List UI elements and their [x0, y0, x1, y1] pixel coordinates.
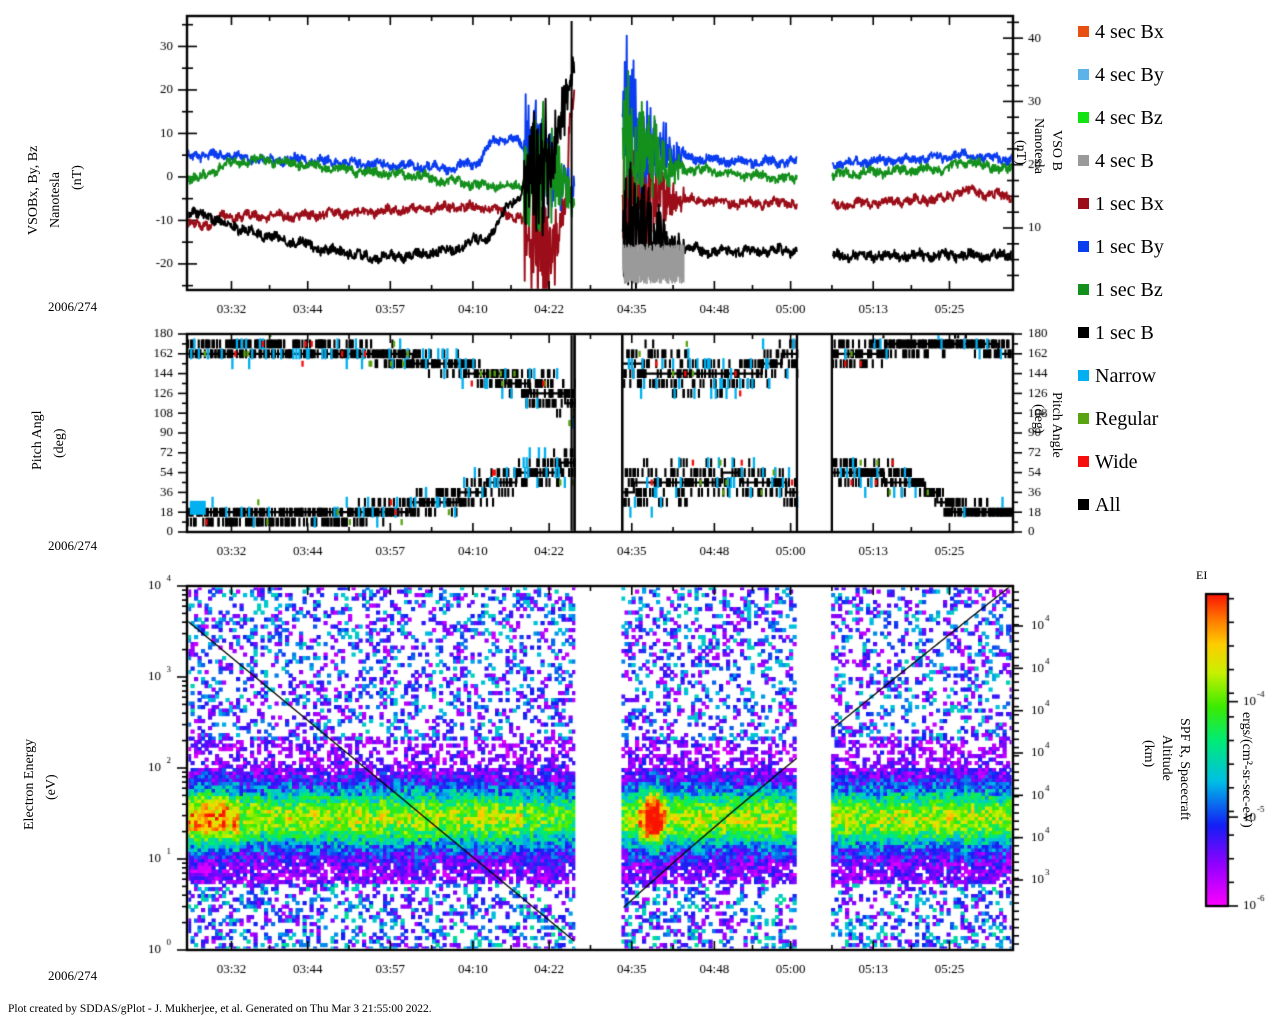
spec-right-axis-title-line2: Altitude — [1159, 735, 1174, 781]
legend-item-4-sec-bx[interactable]: 4 sec Bx — [1078, 10, 1278, 53]
legend-item-wide[interactable]: Wide — [1078, 440, 1278, 483]
pitch-left-axis-title-line2: (deg) — [52, 428, 67, 458]
legend-item-narrow[interactable]: Narrow — [1078, 354, 1278, 397]
colorbar-title: EI — [1196, 568, 1208, 582]
spec-right-axis-title-line3: (km) — [1141, 740, 1156, 768]
mag-left-axis-title-line1: VSOBx, By, Bz — [26, 145, 41, 235]
legend-swatch-icon — [1078, 413, 1089, 424]
legend-label: 4 sec Bz — [1095, 106, 1163, 129]
legend-item-1-sec-b[interactable]: 1 sec B — [1078, 311, 1278, 354]
pitch-date-label: 2006/274 — [48, 538, 98, 553]
spec-date-label: 2006/274 — [48, 968, 98, 983]
legend-label: Wide — [1095, 450, 1138, 473]
legend-label: 4 sec Bx — [1095, 20, 1164, 43]
legend-label: 1 sec B — [1095, 321, 1154, 344]
legend-swatch-icon — [1078, 155, 1089, 166]
legend-label: 4 sec By — [1095, 63, 1164, 86]
legend-swatch-icon — [1078, 327, 1089, 338]
legend-label: 4 sec B — [1095, 149, 1154, 172]
mag-right-axis-title-line3: (nT) — [1013, 140, 1028, 165]
legend-swatch-icon — [1078, 26, 1089, 37]
spec-left-axis-title-line1: Electron Energy — [22, 738, 37, 830]
pitch-right-axis-title-line2: (deg) — [1031, 404, 1046, 434]
colorbar-units: ergs/(cm²-sr-sec-eV) — [1239, 712, 1254, 828]
spec-left-axis-title-line2: (eV) — [44, 774, 59, 800]
legend-swatch-icon — [1078, 370, 1089, 381]
legend-swatch-icon — [1078, 69, 1089, 80]
legend-swatch-icon — [1078, 112, 1089, 123]
legend-item-regular[interactable]: Regular — [1078, 397, 1278, 440]
mag-right-axis-title-line1: VSO B — [1049, 130, 1064, 171]
legend-item-1-sec-bz[interactable]: 1 sec Bz — [1078, 268, 1278, 311]
pitch-right-axis-title-line1: Pitch Angle — [1049, 392, 1064, 458]
legend-swatch-icon — [1078, 456, 1089, 467]
legend-label: Narrow — [1095, 364, 1157, 387]
legend-item-4-sec-by[interactable]: 4 sec By — [1078, 53, 1278, 96]
legend-item-1-sec-by[interactable]: 1 sec By — [1078, 225, 1278, 268]
legend-label: All — [1095, 493, 1121, 516]
legend-item-all[interactable]: All — [1078, 483, 1278, 526]
legend-label: 1 sec Bx — [1095, 192, 1164, 215]
legend-item-1-sec-bx[interactable]: 1 sec Bx — [1078, 182, 1278, 225]
legend: 4 sec Bx 4 sec By 4 sec Bz 4 sec B 1 sec Bx 1… — [1078, 10, 1278, 526]
legend-swatch-icon — [1078, 241, 1089, 252]
legend-swatch-icon — [1078, 198, 1089, 209]
legend-label: Regular — [1095, 407, 1159, 430]
legend-label: 1 sec By — [1095, 235, 1164, 258]
legend-item-4-sec-b[interactable]: 4 sec B — [1078, 139, 1278, 182]
footer-credit: Plot created by SDDAS/gPlot - J. Mukherj… — [8, 1003, 432, 1015]
legend-item-4-sec-bz[interactable]: 4 sec Bz — [1078, 96, 1278, 139]
mag-right-axis-title-line2: Nanotesla — [1031, 118, 1046, 174]
legend-label: 1 sec Bz — [1095, 278, 1163, 301]
mag-date-label: 2006/274 — [48, 299, 98, 314]
pitch-left-axis-title-line1: Pitch Angl — [30, 410, 45, 470]
legend-swatch-icon — [1078, 284, 1089, 295]
mag-left-axis-title-line2: Nanotesla — [48, 172, 63, 228]
legend-swatch-icon — [1078, 499, 1089, 510]
mag-left-axis-title-line3: (nT) — [70, 165, 85, 190]
spec-right-axis-title-line1: SPF R, Spacecraft — [1177, 718, 1192, 821]
